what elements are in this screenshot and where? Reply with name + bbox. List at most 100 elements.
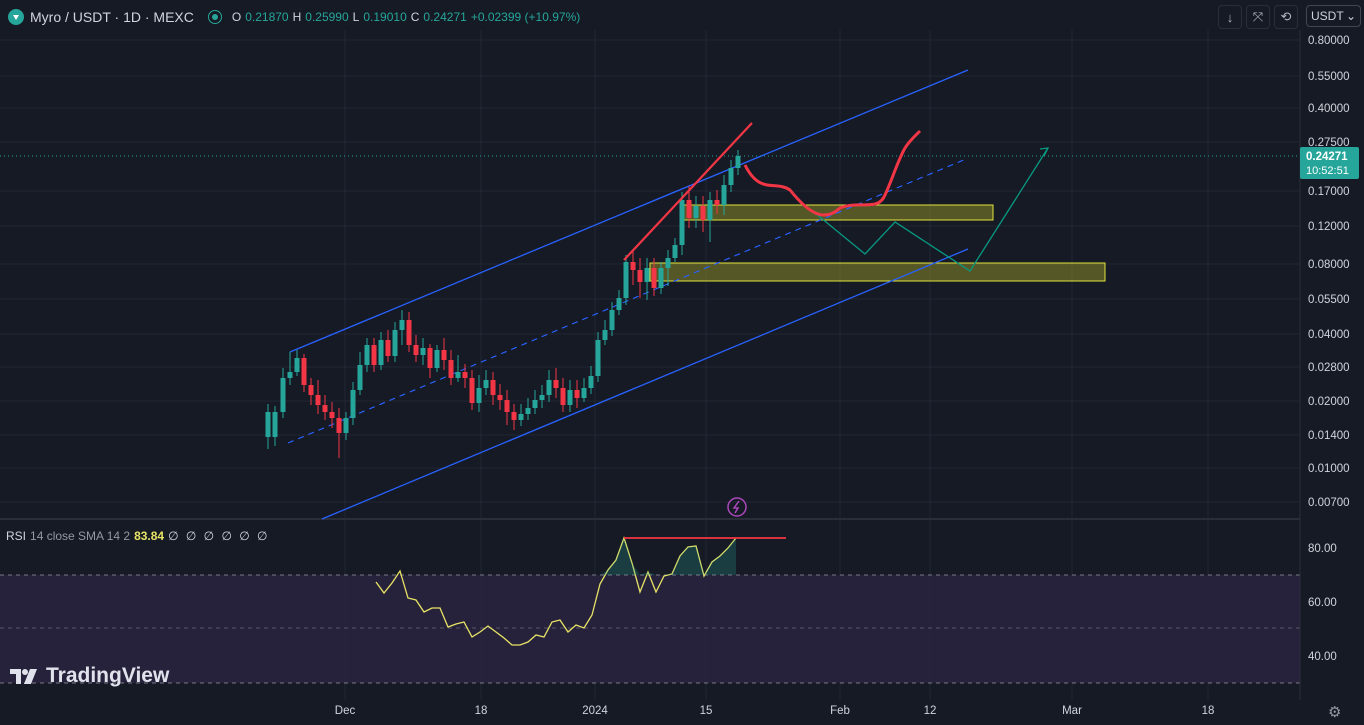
candle-body xyxy=(413,345,419,355)
candle-body xyxy=(672,245,678,258)
time-tick: Dec xyxy=(335,705,356,717)
candle-body xyxy=(462,372,468,378)
candle-body xyxy=(616,298,622,310)
candle-body xyxy=(448,360,454,378)
candle-body xyxy=(315,395,321,405)
arrow-head-icon xyxy=(1039,147,1050,157)
candle-body xyxy=(294,358,300,372)
price-tick: 0.80000 xyxy=(1308,35,1350,47)
candle-body xyxy=(272,412,278,437)
price-tick: 0.08000 xyxy=(1308,259,1350,271)
candle-body xyxy=(574,390,580,398)
candle-body xyxy=(518,414,524,420)
price-tick: 0.12000 xyxy=(1308,221,1350,233)
candle-body xyxy=(287,372,293,378)
currency-select[interactable]: USDT ⌄ xyxy=(1306,5,1361,27)
candle-body xyxy=(686,200,692,218)
time-tick: 18 xyxy=(475,705,488,717)
candle-body xyxy=(539,395,545,400)
arrow-down-icon[interactable]: ↓ xyxy=(1218,5,1242,29)
candle-body xyxy=(546,380,552,395)
candle-body xyxy=(392,330,398,356)
projection-path-green xyxy=(814,147,1049,272)
candle-body xyxy=(553,380,559,388)
candle-body xyxy=(497,395,503,400)
candle-body xyxy=(609,310,615,330)
candle-body xyxy=(714,200,720,205)
rsi-tick: 40.00 xyxy=(1308,651,1337,663)
candle-body xyxy=(525,408,531,414)
candle-body xyxy=(707,200,713,220)
candle-body xyxy=(665,258,671,268)
rsi-line xyxy=(375,535,737,646)
candle-body xyxy=(371,345,377,365)
change-value: +0.02399 (+10.97%) xyxy=(470,10,581,24)
rsi-band xyxy=(0,575,1300,683)
candles xyxy=(265,150,741,458)
price-tick: 0.00700 xyxy=(1308,497,1350,509)
chart-toolbar: ↓ ⤧ ⟲ xyxy=(1218,5,1298,29)
candle-body xyxy=(532,400,538,408)
candle-body xyxy=(427,348,433,368)
channel-lower-line xyxy=(321,248,969,520)
tradingview-logo[interactable]: TradingView xyxy=(10,664,169,688)
candle-body xyxy=(588,376,594,388)
screenshot-icon[interactable]: ⟲ xyxy=(1274,5,1298,29)
candle-body xyxy=(623,262,629,298)
candle-body xyxy=(301,358,307,385)
rsi-overbought-fill xyxy=(600,538,736,575)
price-tick: 0.01000 xyxy=(1308,463,1350,475)
rsi-tick: 60.00 xyxy=(1308,597,1337,609)
candle-body xyxy=(280,378,286,412)
candle-body xyxy=(693,206,699,218)
candle-body xyxy=(350,390,356,418)
candle-body xyxy=(567,390,573,405)
price-tick: 0.55000 xyxy=(1308,71,1350,83)
candle-body xyxy=(406,320,412,345)
candle-body xyxy=(728,168,734,185)
symbol-title[interactable]: Myro / USDT · 1D · MEXC xyxy=(30,9,194,25)
candle-body xyxy=(469,378,475,403)
candle-body xyxy=(490,380,496,395)
candle-body xyxy=(637,270,643,282)
market-status-icon[interactable] xyxy=(207,10,222,24)
candle-body xyxy=(455,372,461,378)
candle-body xyxy=(434,350,440,368)
candle-body xyxy=(700,206,706,220)
chevron-down-icon: ⌄ xyxy=(1345,9,1356,23)
resistance-trendline xyxy=(623,122,753,261)
candle-body xyxy=(357,365,363,390)
current-price-badge xyxy=(1300,147,1359,179)
tradingview-icon xyxy=(10,669,37,684)
candle-body xyxy=(265,412,271,437)
price-tick: 0.02000 xyxy=(1308,396,1350,408)
time-tick: 18 xyxy=(1202,705,1215,717)
rsi-tick: 80.00 xyxy=(1308,543,1337,555)
countdown-text: 10:52:51 xyxy=(1306,165,1349,177)
candle-body xyxy=(364,345,370,365)
price-tick: 0.05500 xyxy=(1308,294,1350,306)
current-price-text: 0.24271 xyxy=(1306,151,1348,163)
time-tick: Feb xyxy=(830,705,850,717)
settings-gear-icon[interactable]: ⚙ xyxy=(1328,704,1342,721)
symbol-header: Myro / USDT · 1D · MEXC O 0.21870 H 0.2599… xyxy=(8,8,580,26)
time-tick: 12 xyxy=(924,705,937,717)
candle-body xyxy=(595,340,601,376)
candle-body xyxy=(308,385,314,395)
fullscreen-icon[interactable]: ⤧ xyxy=(1246,5,1270,29)
channel-mid-line xyxy=(287,158,967,444)
candle-body xyxy=(343,418,349,433)
time-tick: 2024 xyxy=(582,705,608,717)
candle-body xyxy=(511,412,517,420)
channel-upper-line xyxy=(289,69,969,353)
candle-body xyxy=(483,380,489,388)
candle-body xyxy=(581,388,587,398)
candle-body xyxy=(630,262,636,270)
candle-body xyxy=(420,348,426,355)
candle-body xyxy=(602,330,608,340)
candle-body xyxy=(476,388,482,403)
rsi-legend[interactable]: RSI 14 close SMA 14 2 83.84 ∅ ∅ ∅ ∅ ∅ ∅ xyxy=(6,529,270,543)
candle-body xyxy=(441,350,447,360)
price-tick: 0.17000 xyxy=(1308,186,1350,198)
